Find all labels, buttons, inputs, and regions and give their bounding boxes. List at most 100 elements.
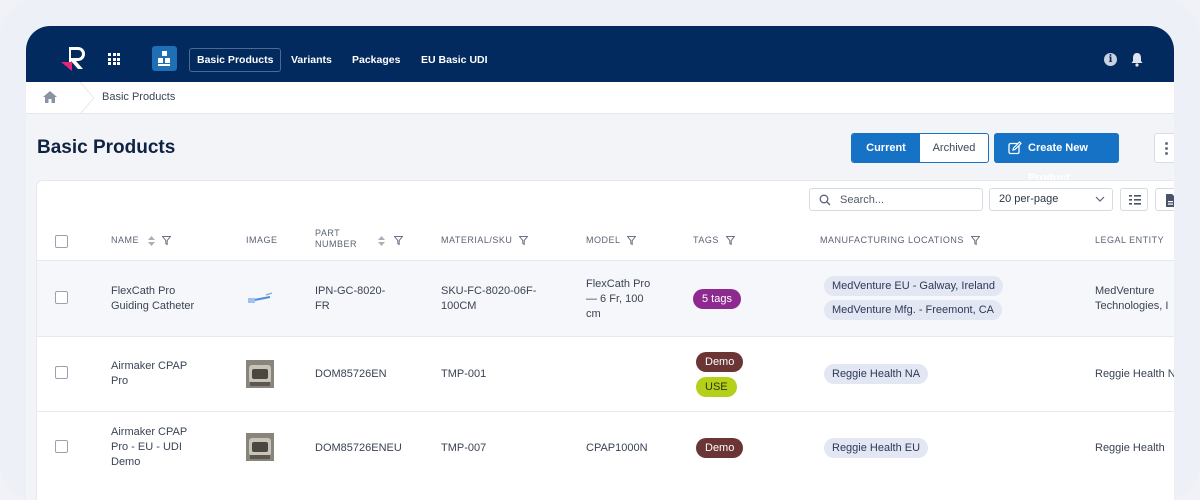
filter-icon[interactable] <box>162 236 172 246</box>
product-name-line: Pro - EU - UDI <box>111 441 182 453</box>
edit-icon <box>1008 141 1022 155</box>
model-line: FlexCath Pro <box>586 278 651 290</box>
kebab-dot-icon <box>1165 152 1168 155</box>
apps-grid-icon[interactable] <box>108 53 120 65</box>
column-name-label: NAME <box>111 235 140 245</box>
app-logo[interactable] <box>60 44 90 72</box>
nav-variants[interactable]: Variants <box>291 54 332 66</box>
column-header-name: NAME <box>111 235 172 246</box>
toggle-archived[interactable]: Archived <box>932 142 976 154</box>
export-button[interactable] <box>1155 188 1174 211</box>
catheter-image[interactable] <box>246 285 274 313</box>
filter-icon[interactable] <box>394 236 403 245</box>
column-header-locations: MANUFACTURING LOCATIONS <box>820 235 980 246</box>
row-checkbox[interactable] <box>55 440 68 453</box>
model-line: cm <box>586 308 601 320</box>
cpap-device-image[interactable] <box>246 360 274 388</box>
product-name[interactable]: Airmaker CPAP Pro - EU - UDI Demo <box>111 425 187 470</box>
page-title: Basic Products <box>37 137 176 158</box>
row-checkbox[interactable] <box>55 366 68 379</box>
home-icon[interactable] <box>42 90 58 104</box>
column-model-label: MODEL <box>586 235 621 245</box>
table-row[interactable]: FlexCath Pro Guiding Catheter IPN-GC-802… <box>37 261 1174 337</box>
search-input[interactable] <box>840 192 976 208</box>
breadcrumb-separator-icon <box>79 82 95 114</box>
product-name-line: Guiding Catheter <box>111 300 195 312</box>
part-number-line: IPN-GC-8020- <box>315 285 386 297</box>
legal-entity: Reggie Health N <box>1095 368 1174 380</box>
location-chip: Reggie Health NA <box>824 364 929 384</box>
legal-entity: MedVenture Technologies, I <box>1095 284 1168 314</box>
chevron-down-icon <box>1095 196 1105 202</box>
material-line: SKU-FC-8020-06F- <box>441 285 537 297</box>
search-icon <box>819 194 831 206</box>
product-name[interactable]: Airmaker CPAP Pro <box>111 359 187 389</box>
column-material-label: MATERIAL/SKU <box>441 235 513 245</box>
filter-icon[interactable] <box>970 236 980 246</box>
per-page-select[interactable]: 20 per-page <box>989 188 1113 211</box>
column-header-legal-entity: LEGAL ENTITY <box>1095 235 1165 245</box>
products-table-card: 20 per-page NAME <box>37 181 1174 500</box>
column-part-label-1: PART <box>315 228 341 238</box>
sort-icon[interactable] <box>378 236 385 246</box>
create-new-product-button[interactable]: Create New Product <box>994 133 1119 184</box>
part-number-line: FR <box>315 300 330 312</box>
current-archived-toggle: Current Archived <box>851 133 989 163</box>
material-sku: TMP-007 <box>441 442 487 454</box>
nav-eu-basic-udi[interactable]: EU Basic UDI <box>421 54 488 66</box>
module-icon[interactable] <box>152 46 177 71</box>
tags-count-badge[interactable]: 5 tags <box>693 289 741 309</box>
product-name-line: FlexCath Pro <box>111 285 176 297</box>
legal-entity: Reggie Health <box>1095 442 1165 454</box>
material-line: 100CM <box>441 300 477 312</box>
row-checkbox[interactable] <box>55 291 68 304</box>
table-row[interactable]: Airmaker CPAP Pro - EU - UDI Demo DOM857… <box>37 412 1174 487</box>
tag-badge[interactable]: USE <box>696 377 737 397</box>
legal-entity-line: MedVenture <box>1095 285 1155 297</box>
kebab-dot-icon <box>1165 147 1168 150</box>
filter-icon[interactable] <box>725 236 735 246</box>
column-settings-button[interactable] <box>1120 188 1148 211</box>
part-number: IPN-GC-8020- FR <box>315 284 385 314</box>
top-navigation: Basic Products Variants Packages EU Basi… <box>26 26 1174 82</box>
per-page-value: 20 per-page <box>999 193 1059 205</box>
create-new-product-label: Create New Product <box>1028 142 1088 184</box>
bell-icon[interactable] <box>1130 52 1144 67</box>
product-name-line: Pro <box>111 375 129 387</box>
part-number: DOM85726ENEU <box>315 442 402 454</box>
sort-icon[interactable] <box>148 235 156 246</box>
model: CPAP1000N <box>586 442 648 454</box>
kebab-dot-icon <box>1165 142 1168 145</box>
legal-entity-line: Technologies, I <box>1095 300 1169 312</box>
nav-packages[interactable]: Packages <box>352 54 401 66</box>
material-sku: SKU-FC-8020-06F- 100CM <box>441 284 536 314</box>
more-options-button[interactable] <box>1154 133 1174 163</box>
product-name[interactable]: FlexCath Pro Guiding Catheter <box>111 284 194 314</box>
product-name-line: Demo <box>111 456 141 468</box>
tag-badge[interactable]: Demo <box>696 352 744 372</box>
filter-icon[interactable] <box>627 236 637 246</box>
nav-basic-products[interactable]: Basic Products <box>189 48 282 72</box>
column-tags-label: TAGS <box>693 235 719 245</box>
cpap-device-image[interactable] <box>246 433 274 461</box>
column-header-part-number: PART NUMBER <box>315 228 357 250</box>
filter-icon[interactable] <box>519 236 529 246</box>
location-chip: MedVenture EU - Galway, Ireland <box>824 276 1004 296</box>
column-header-model: MODEL <box>586 235 637 246</box>
select-all-checkbox[interactable] <box>55 235 68 248</box>
info-icon[interactable]: i <box>1104 53 1117 66</box>
product-name-line: Airmaker CPAP <box>111 360 188 372</box>
breadcrumb: Basic Products <box>26 82 1174 114</box>
column-part-label-2: NUMBER <box>315 239 358 249</box>
tag-badge[interactable]: Demo <box>696 438 744 458</box>
list-view-icon <box>1129 195 1141 205</box>
column-header-image: IMAGE <box>246 235 278 245</box>
app-window: Basic Products Variants Packages EU Basi… <box>26 26 1174 500</box>
column-header-tags: TAGS <box>693 235 735 246</box>
product-name-line: Airmaker CPAP <box>111 426 188 438</box>
table-row[interactable]: Airmaker CPAP Pro DOM85726EN TMP-001 Dem… <box>37 337 1174 412</box>
location-chip: Reggie Health EU <box>824 438 929 458</box>
document-icon <box>1166 194 1174 207</box>
toggle-current[interactable]: Current <box>852 134 920 162</box>
column-locations-label: MANUFACTURING LOCATIONS <box>820 235 964 245</box>
